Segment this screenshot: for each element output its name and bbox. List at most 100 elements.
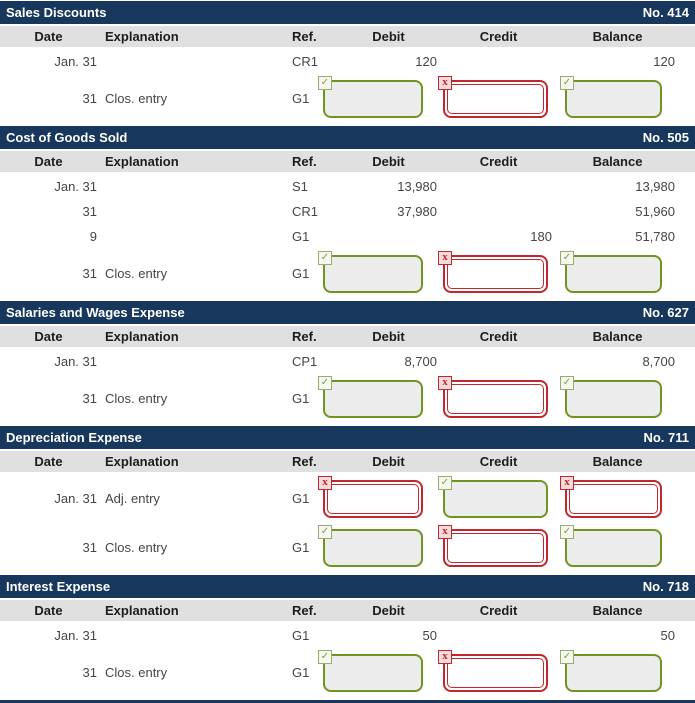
- incorrect-x-icon: x: [438, 524, 452, 539]
- credit-input-field[interactable]: [447, 532, 544, 563]
- debit-input-field[interactable]: [327, 483, 419, 514]
- date-cell: Jan. 31: [54, 354, 97, 369]
- correct-check-icon: ✓: [560, 649, 574, 664]
- credit-input-field[interactable]: [447, 83, 544, 114]
- credit-input-box[interactable]: x: [438, 75, 548, 118]
- account-title: Sales Discounts: [6, 5, 107, 20]
- account-rows: Jan. 31 Adj. entry G1 x ✓ x 31 Clos. entry G1 ✓ x ✓: [0, 474, 695, 572]
- balance-input-field[interactable]: [567, 257, 660, 291]
- balance-input-field[interactable]: [569, 483, 658, 514]
- column-header-credit: Credit: [479, 29, 518, 44]
- credit-input-box[interactable]: x: [438, 649, 548, 692]
- balance-box-cell: ✓: [560, 250, 675, 293]
- correct-check-icon: ✓: [560, 250, 574, 265]
- credit-box-cell: x: [437, 375, 560, 418]
- account-title: Salaries and Wages Expense: [6, 305, 185, 320]
- credit-input-field[interactable]: [447, 258, 544, 289]
- column-header-date: Date: [34, 29, 63, 44]
- incorrect-x-icon: x: [438, 75, 452, 90]
- date-cell: Jan. 31: [54, 54, 97, 69]
- next-account-header-partial: [0, 700, 695, 703]
- debit-input-field[interactable]: [325, 382, 421, 416]
- debit-input-box[interactable]: ✓: [318, 649, 423, 692]
- incorrect-x-icon: x: [438, 250, 452, 265]
- credit-input-box[interactable]: x: [438, 524, 548, 567]
- credit-box-cell: x: [437, 75, 560, 118]
- debit-input-field[interactable]: [325, 531, 421, 565]
- balance-cell: 51,960: [635, 204, 675, 219]
- credit-input-box[interactable]: x: [438, 250, 548, 293]
- column-header-date: Date: [34, 329, 63, 344]
- date-cell: Jan. 31: [54, 491, 97, 506]
- balance-input-box[interactable]: ✓: [560, 524, 662, 567]
- debit-box-cell: ✓: [318, 649, 437, 692]
- account-header-bar: Sales Discounts No. 414: [0, 1, 695, 24]
- date-cell: 9: [89, 229, 97, 244]
- balance-input-box[interactable]: x: [560, 475, 662, 518]
- credit-input-box[interactable]: ✓: [438, 475, 548, 518]
- column-header-explanation: Explanation: [105, 154, 179, 169]
- column-header-credit: Credit: [479, 154, 518, 169]
- balance-input-box[interactable]: ✓: [560, 649, 662, 692]
- column-header-debit: Debit: [372, 29, 405, 44]
- debit-cell: 37,980: [397, 204, 437, 219]
- incorrect-x-icon: x: [438, 649, 452, 664]
- credit-input-field[interactable]: [447, 657, 544, 688]
- ledger-row: Jan. 31 G1 50 50: [0, 623, 695, 648]
- column-header-debit: Debit: [372, 603, 405, 618]
- balance-input-box[interactable]: ✓: [560, 250, 662, 293]
- ref-cell: G1: [292, 266, 310, 281]
- column-header-row: Date Explanation Ref. Debit Credit Balance: [0, 151, 695, 172]
- debit-box-cell: ✓: [318, 524, 437, 567]
- balance-input-box[interactable]: ✓: [560, 375, 662, 418]
- debit-input-field[interactable]: [325, 257, 421, 291]
- balance-input-field[interactable]: [567, 382, 660, 416]
- balance-input-field[interactable]: [567, 656, 660, 690]
- column-header-balance: Balance: [592, 29, 643, 44]
- credit-box-cell: x: [437, 649, 560, 692]
- credit-input-field[interactable]: [445, 482, 546, 516]
- debit-input-box[interactable]: ✓: [318, 250, 423, 293]
- ledger-row: 31 Clos. entry G1 ✓ x ✓: [0, 374, 695, 423]
- correct-check-icon: ✓: [560, 375, 574, 390]
- ref-cell: G1: [292, 91, 310, 106]
- credit-input-field[interactable]: [447, 383, 544, 414]
- debit-input-box[interactable]: ✓: [318, 375, 423, 418]
- ref-cell: S1: [292, 179, 308, 194]
- account-rows: Jan. 31 CP1 8,700 8,700 31 Clos. entry G1 ✓ x ✓: [0, 349, 695, 423]
- ledger-row: 9 G1 180 51,780: [0, 224, 695, 249]
- credit-box-cell: ✓: [437, 475, 560, 518]
- debit-cell: 120: [415, 54, 437, 69]
- correct-check-icon: ✓: [560, 524, 574, 539]
- debit-input-field[interactable]: [325, 82, 421, 116]
- explanation-cell: Clos. entry: [105, 266, 168, 281]
- credit-cell: 180: [530, 229, 552, 244]
- incorrect-x-icon: x: [318, 475, 332, 490]
- debit-cell: 8,700: [404, 354, 437, 369]
- credit-box-cell: x: [437, 250, 560, 293]
- balance-cell: 13,980: [635, 179, 675, 194]
- account-number: No. 414: [642, 5, 689, 20]
- ref-cell: CR1: [292, 54, 319, 69]
- debit-cell: 13,980: [397, 179, 437, 194]
- credit-input-box[interactable]: x: [438, 375, 548, 418]
- debit-input-box[interactable]: x: [318, 475, 423, 518]
- column-header-explanation: Explanation: [105, 454, 179, 469]
- date-cell: Jan. 31: [54, 179, 97, 194]
- debit-input-field[interactable]: [325, 656, 421, 690]
- balance-input-box[interactable]: ✓: [560, 75, 662, 118]
- date-cell: 31: [82, 391, 97, 406]
- debit-input-box[interactable]: ✓: [318, 75, 423, 118]
- balance-input-field[interactable]: [567, 82, 660, 116]
- debit-input-box[interactable]: ✓: [318, 524, 423, 567]
- account-header-bar: Depreciation Expense No. 711: [0, 426, 695, 449]
- column-header-balance: Balance: [592, 154, 643, 169]
- column-header-balance: Balance: [592, 454, 643, 469]
- debit-box-cell: ✓: [318, 375, 437, 418]
- column-header-date: Date: [34, 603, 63, 618]
- balance-input-field[interactable]: [567, 531, 660, 565]
- debit-box-cell: ✓: [318, 250, 437, 293]
- ledger-row: Jan. 31 Adj. entry G1 x ✓ x: [0, 474, 695, 523]
